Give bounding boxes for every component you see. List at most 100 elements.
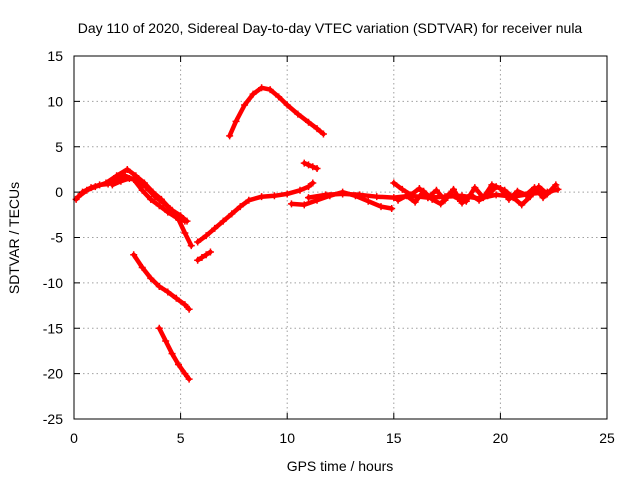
data-point — [437, 200, 445, 208]
data-point — [364, 197, 372, 205]
x-tick-label: 10 — [279, 430, 295, 446]
data-point — [283, 190, 291, 198]
data-point — [108, 181, 116, 189]
data-point — [526, 193, 534, 201]
data-point — [313, 165, 321, 173]
data-point — [181, 229, 189, 237]
series-trail — [195, 249, 213, 263]
data-point — [287, 200, 295, 208]
x-tick-label: 25 — [599, 430, 615, 446]
data-point — [294, 110, 302, 118]
data-point — [513, 187, 521, 195]
data-point — [162, 337, 170, 345]
data-point — [249, 90, 257, 98]
data-point — [388, 204, 396, 212]
data-point — [445, 190, 453, 198]
data-point — [552, 181, 560, 189]
y-tick-label: 10 — [47, 93, 63, 109]
data-point — [241, 101, 249, 109]
y-tick-label: -20 — [43, 366, 63, 382]
data-point — [164, 288, 172, 296]
x-tick-label: 15 — [386, 430, 402, 446]
data-point — [113, 172, 121, 180]
data-point — [339, 190, 347, 198]
data-point — [432, 186, 440, 194]
data-point — [138, 263, 146, 271]
data-point — [319, 130, 327, 138]
data-point — [125, 175, 133, 183]
data-point — [296, 186, 304, 194]
data-point — [377, 203, 385, 211]
data-point — [305, 183, 313, 191]
data-point — [300, 159, 308, 167]
data-point — [479, 194, 487, 202]
x-tick-label: 0 — [70, 430, 78, 446]
series-arc-m — [394, 181, 556, 208]
series-arc-c — [108, 175, 191, 225]
y-tick-label: 0 — [55, 184, 63, 200]
data-point — [471, 184, 479, 192]
data-point — [151, 193, 159, 201]
data-point — [183, 217, 191, 225]
data-point — [147, 274, 155, 282]
data-point — [390, 194, 398, 202]
data-point — [194, 238, 202, 246]
data-point — [181, 301, 189, 309]
data-point — [174, 215, 182, 223]
data-point — [548, 186, 556, 194]
data-point — [518, 201, 526, 209]
data-point — [258, 193, 266, 201]
data-point — [155, 202, 163, 210]
data-point — [185, 375, 193, 383]
y-tick-label: 5 — [55, 139, 63, 155]
data-point — [245, 196, 253, 204]
series-trail — [131, 252, 192, 312]
data-point — [198, 253, 206, 261]
y-tick-label: -25 — [43, 411, 63, 427]
data-point — [74, 193, 82, 201]
data-point — [155, 324, 163, 332]
data-point — [174, 361, 182, 369]
data-point — [420, 187, 428, 195]
data-point — [142, 184, 150, 192]
axis-ticks — [73, 55, 608, 420]
data-point — [475, 196, 483, 204]
series-trail — [227, 85, 326, 139]
data-point — [266, 86, 274, 94]
y-tick-label: 15 — [47, 48, 63, 64]
data-point — [356, 191, 364, 199]
data-point — [181, 370, 189, 378]
data-point — [258, 84, 266, 92]
data-point — [134, 176, 142, 184]
data-point — [522, 191, 530, 199]
data-point — [554, 185, 562, 193]
x-tick-label: 5 — [177, 430, 185, 446]
data-point — [394, 196, 402, 204]
x-tick-labels: 0 5 10 15 20 25 — [70, 430, 615, 446]
x-tick-label: 20 — [493, 430, 509, 446]
y-axis-label: SDTVAR / TECUs — [6, 182, 22, 294]
data-point — [236, 203, 244, 211]
data-point — [275, 93, 283, 101]
data-point — [168, 206, 176, 214]
data-point — [305, 118, 313, 126]
y-tick-label: -15 — [43, 320, 63, 336]
data-point — [155, 283, 163, 291]
data-point — [194, 256, 202, 264]
data-point — [488, 181, 496, 189]
data-point — [206, 248, 214, 256]
data-point — [390, 179, 398, 187]
data-point — [211, 224, 219, 232]
data-point — [147, 195, 155, 203]
data-point — [492, 191, 500, 199]
x-axis-label: GPS time / hours — [287, 458, 394, 474]
data-point — [168, 350, 176, 358]
data-point — [305, 194, 313, 202]
data-point — [117, 177, 125, 185]
data-marks — [72, 84, 562, 383]
data-point — [185, 305, 193, 313]
y-tick-labels: 15 10 5 0 -5 -10 -15 -20 -25 — [43, 48, 63, 427]
series-trail — [110, 176, 190, 224]
data-point — [219, 217, 227, 225]
